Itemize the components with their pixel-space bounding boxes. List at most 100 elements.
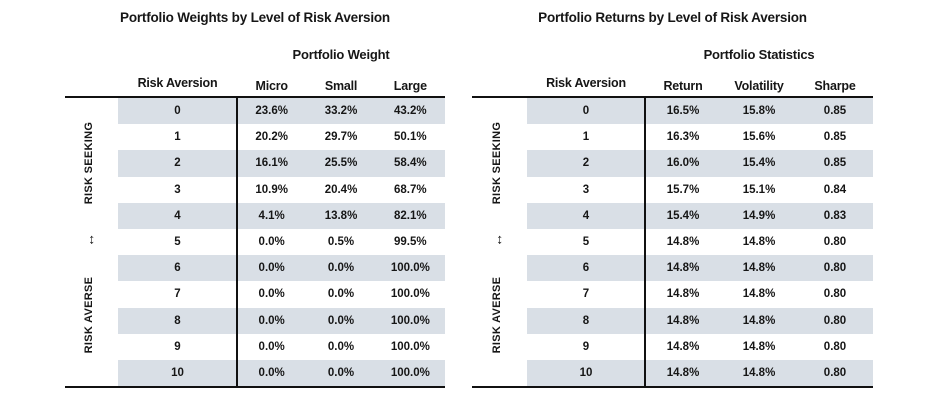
portfolio-weights-table: Portfolio Weights by Level of Risk Avers… bbox=[65, 0, 445, 411]
column-header-micro: Micro bbox=[255, 79, 288, 93]
returns-column-headers: Risk Aversion Return Volatility Sharpe bbox=[472, 64, 873, 96]
risk-aversion-cell: 3 bbox=[582, 183, 590, 196]
risk-aversion-cell: 4 bbox=[174, 209, 181, 222]
portfolio-returns-table: Portfolio Returns by Level of Risk Avers… bbox=[472, 0, 873, 411]
large-cell: 68.7% bbox=[394, 183, 427, 196]
sharpe-cell: 0.80 bbox=[823, 288, 847, 301]
table-row: 4 15.4% 14.9% 0.83 bbox=[472, 202, 873, 229]
risk-aversion-cell: 9 bbox=[174, 340, 181, 353]
micro-cell: 0.0% bbox=[258, 366, 285, 379]
table-row: 7 14.8% 14.8% 0.80 bbox=[472, 281, 873, 308]
row-spacer bbox=[65, 202, 118, 229]
risk-averse-label: RISK AVERSE bbox=[83, 276, 96, 354]
micro-cell: 16.1% bbox=[255, 157, 288, 170]
sharpe-cell: 0.80 bbox=[823, 366, 847, 379]
risk-aversion-cell: 7 bbox=[582, 288, 590, 301]
micro-cell: 0.0% bbox=[258, 288, 285, 301]
table-row: 5 14.8% 14.8% 0.80 bbox=[472, 228, 873, 256]
row-spacer bbox=[472, 202, 527, 229]
small-cell: 13.8% bbox=[324, 209, 358, 222]
row-spacer bbox=[65, 281, 118, 308]
table-row: 5 0.0% 0.5% 99.5% bbox=[65, 228, 445, 256]
table-row: 10 14.8% 14.8% 0.80 bbox=[472, 359, 873, 387]
volatility-cell: 15.6% bbox=[742, 131, 776, 144]
volatility-cell: 14.8% bbox=[742, 236, 776, 249]
large-cell: 50.1% bbox=[394, 131, 427, 144]
sharpe-cell: 0.85 bbox=[823, 105, 847, 118]
sharpe-cell: 0.80 bbox=[823, 236, 847, 249]
table-row: 1 20.2% 29.7% 50.1% bbox=[65, 124, 445, 151]
risk-axis: RISK SEEKING ↔ RISK AVERSE bbox=[65, 98, 118, 386]
table-row: 10 0.0% 0.0% 100.0% bbox=[65, 359, 445, 387]
column-header-risk-aversion: Risk Aversion bbox=[137, 76, 218, 90]
return-cell: 16.5% bbox=[666, 105, 700, 118]
small-cell: 33.2% bbox=[324, 105, 358, 118]
risk-aversion-cell: 5 bbox=[174, 236, 181, 249]
double-arrow-icon: ↔ bbox=[81, 233, 98, 247]
row-spacer bbox=[472, 98, 527, 125]
table-row: 3 10.9% 20.4% 68.7% bbox=[65, 176, 445, 203]
large-cell: 99.5% bbox=[394, 236, 427, 249]
micro-cell: 10.9% bbox=[255, 183, 288, 196]
risk-aversion-cell: 9 bbox=[582, 340, 590, 353]
small-cell: 20.4% bbox=[324, 183, 358, 196]
return-cell: 15.4% bbox=[666, 209, 700, 222]
table-row: 6 0.0% 0.0% 100.0% bbox=[65, 255, 445, 282]
large-cell: 100.0% bbox=[390, 366, 430, 379]
large-cell: 100.0% bbox=[390, 262, 430, 275]
micro-cell: 0.0% bbox=[258, 262, 285, 275]
row-spacer bbox=[472, 307, 527, 334]
return-cell: 16.3% bbox=[666, 131, 700, 144]
risk-aversion-cell: 6 bbox=[174, 262, 181, 275]
sharpe-cell: 0.80 bbox=[823, 340, 847, 353]
risk-aversion-cell: 3 bbox=[174, 183, 181, 196]
sharpe-cell: 0.83 bbox=[823, 209, 847, 222]
risk-averse-label: RISK AVERSE bbox=[491, 276, 504, 354]
sharpe-cell: 0.85 bbox=[823, 131, 847, 144]
risk-aversion-cell: 10 bbox=[171, 366, 184, 379]
row-spacer bbox=[472, 124, 527, 151]
table-row: 8 0.0% 0.0% 100.0% bbox=[65, 307, 445, 334]
row-spacer bbox=[65, 228, 118, 256]
table-row: 2 16.1% 25.5% 58.4% bbox=[65, 150, 445, 177]
column-header-large: Large bbox=[393, 79, 427, 93]
weights-table-body: RISK SEEKING ↔ RISK AVERSE 0 23.6% 33.2%… bbox=[65, 96, 445, 388]
table-row: 7 0.0% 0.0% 100.0% bbox=[65, 281, 445, 308]
sharpe-cell: 0.80 bbox=[823, 262, 847, 275]
weights-table-title: Portfolio Weights by Level of Risk Avers… bbox=[120, 10, 390, 25]
large-cell: 100.0% bbox=[390, 314, 430, 327]
row-spacer bbox=[65, 307, 118, 334]
volatility-cell: 14.8% bbox=[742, 288, 776, 301]
table-row: 2 16.0% 15.4% 0.85 bbox=[472, 150, 873, 177]
risk-aversion-cell: 7 bbox=[174, 288, 181, 301]
row-spacer bbox=[65, 124, 118, 151]
large-cell: 82.1% bbox=[394, 209, 427, 222]
row-spacer bbox=[472, 176, 527, 203]
sharpe-cell: 0.85 bbox=[823, 157, 847, 170]
table-row: 3 15.7% 15.1% 0.84 bbox=[472, 176, 873, 203]
risk-aversion-cell: 8 bbox=[582, 314, 590, 327]
column-header-risk-aversion: Risk Aversion bbox=[546, 76, 626, 90]
return-cell: 15.7% bbox=[666, 183, 700, 196]
table-row: 0 23.6% 33.2% 43.2% bbox=[65, 98, 445, 125]
row-spacer bbox=[65, 359, 118, 387]
volatility-cell: 14.8% bbox=[742, 340, 776, 353]
large-cell: 100.0% bbox=[390, 340, 430, 353]
column-separator-line bbox=[644, 98, 646, 386]
weights-group-header: Portfolio Weight bbox=[292, 47, 390, 62]
small-cell: 0.5% bbox=[327, 236, 355, 249]
row-spacer bbox=[65, 98, 118, 125]
double-arrow-icon: ↔ bbox=[489, 233, 506, 247]
row-spacer bbox=[472, 333, 527, 360]
micro-cell: 0.0% bbox=[258, 236, 285, 249]
return-cell: 14.8% bbox=[666, 314, 700, 327]
row-spacer bbox=[472, 150, 527, 177]
small-cell: 0.0% bbox=[327, 314, 355, 327]
column-header-volatility: Volatility bbox=[734, 79, 784, 93]
sharpe-cell: 0.84 bbox=[823, 183, 847, 196]
risk-aversion-cell: 1 bbox=[582, 131, 590, 144]
risk-aversion-cell: 8 bbox=[174, 314, 181, 327]
large-cell: 100.0% bbox=[390, 288, 430, 301]
return-cell: 14.8% bbox=[666, 236, 700, 249]
